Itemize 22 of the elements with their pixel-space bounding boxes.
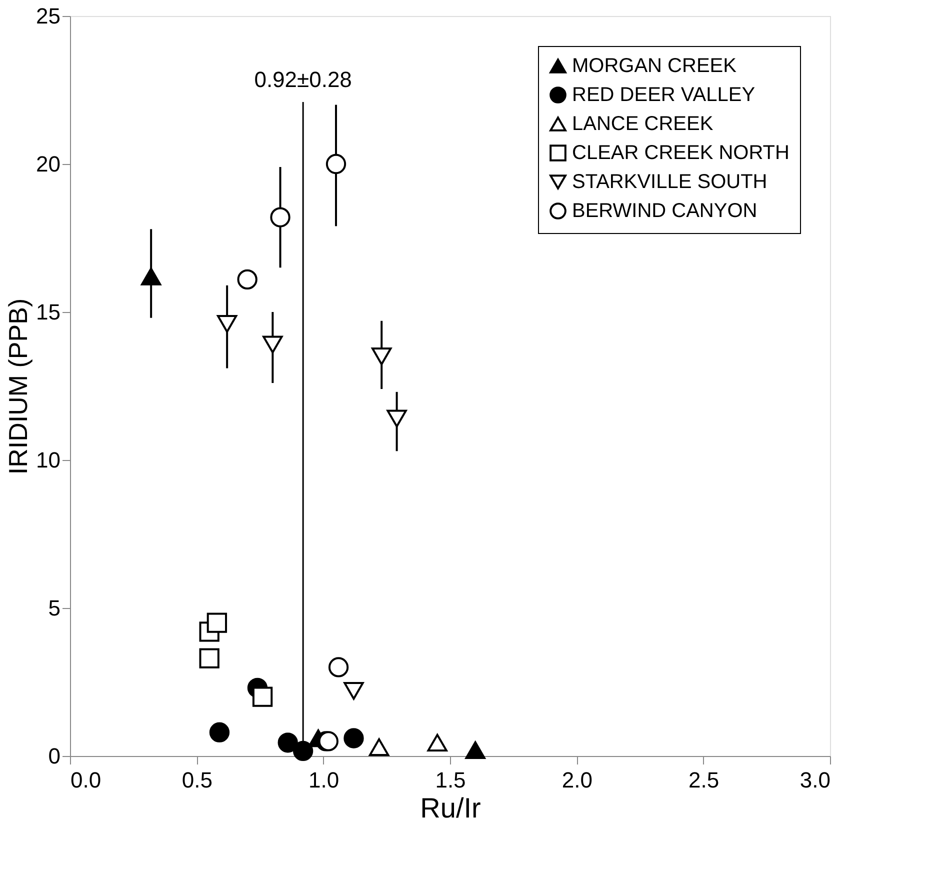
y-tick-label: 5 <box>48 596 60 620</box>
legend-label: LANCE CREEK <box>572 113 714 135</box>
legend-label: BERWIND CANYON <box>572 200 758 222</box>
y-tick-label: 20 <box>36 152 60 176</box>
ref-line-label: 0.92±0.28 <box>254 67 352 92</box>
y-tick-label: 10 <box>36 448 60 472</box>
x-tick-label: 2.5 <box>688 768 720 792</box>
x-tick-label: 2.0 <box>562 768 592 792</box>
legend-label: MORGAN CREEK <box>572 55 738 77</box>
x-tick-label: 1.0 <box>308 768 340 792</box>
x-tick-label: 0.0 <box>70 768 102 792</box>
x-tick-label: 3.0 <box>800 768 830 792</box>
legend-label: CLEAR CREEK NORTH <box>572 142 790 164</box>
y-tick-label: 15 <box>36 300 60 324</box>
y-tick-label: 25 <box>36 4 60 28</box>
x-tick-label: 1.5 <box>435 768 466 792</box>
y-axis-title: IRIDIUM (PPB) <box>3 298 34 475</box>
legend-label: RED DEER VALLEY <box>572 84 756 106</box>
x-axis-title: Ru/Ir <box>420 792 481 824</box>
legend-label: STARKVILLE SOUTH <box>572 171 768 193</box>
x-tick-label: 0.5 <box>182 768 212 792</box>
y-tick-label: 0 <box>48 744 60 768</box>
